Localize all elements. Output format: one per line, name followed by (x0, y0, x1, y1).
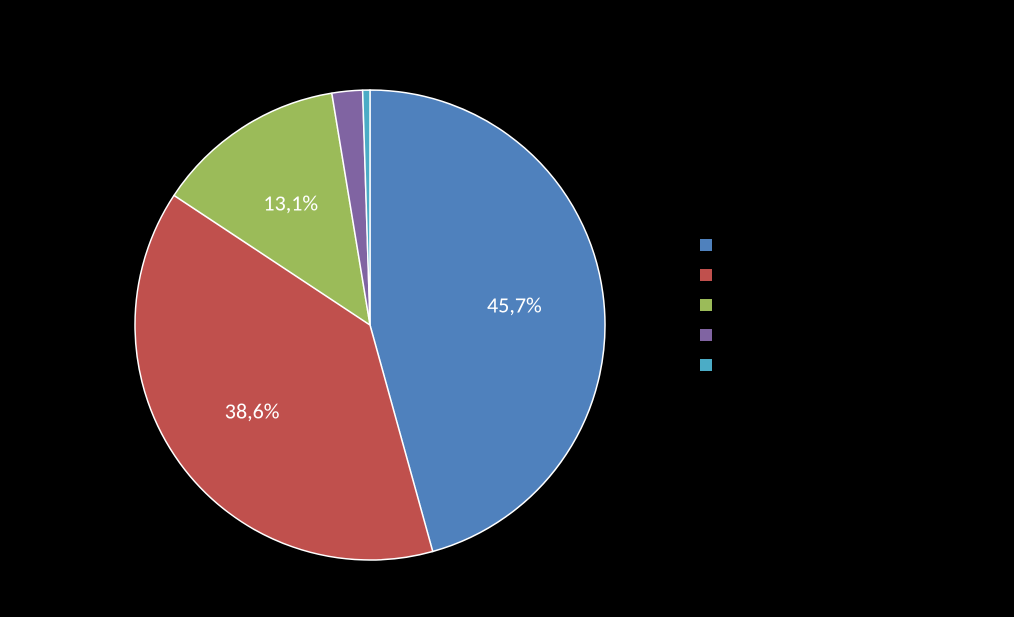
slice-label-1: 38,6% (225, 397, 280, 424)
legend-swatch (700, 239, 712, 251)
legend-swatch (700, 329, 712, 341)
legend-item-0 (700, 230, 722, 260)
slice-label-2: 13,1% (263, 189, 318, 216)
legend-swatch (700, 299, 712, 311)
legend-item-4 (700, 350, 722, 380)
slice-label-0: 45,7% (487, 292, 542, 319)
legend-item-3 (700, 320, 722, 350)
legend-swatch (700, 359, 712, 371)
chart-container: { "chart": { "type": "pie", "center_x": … (0, 0, 1014, 617)
pie-chart (133, 88, 607, 562)
legend-item-2 (700, 290, 722, 320)
legend-item-1 (700, 260, 722, 290)
legend (700, 230, 722, 380)
legend-swatch (700, 269, 712, 281)
